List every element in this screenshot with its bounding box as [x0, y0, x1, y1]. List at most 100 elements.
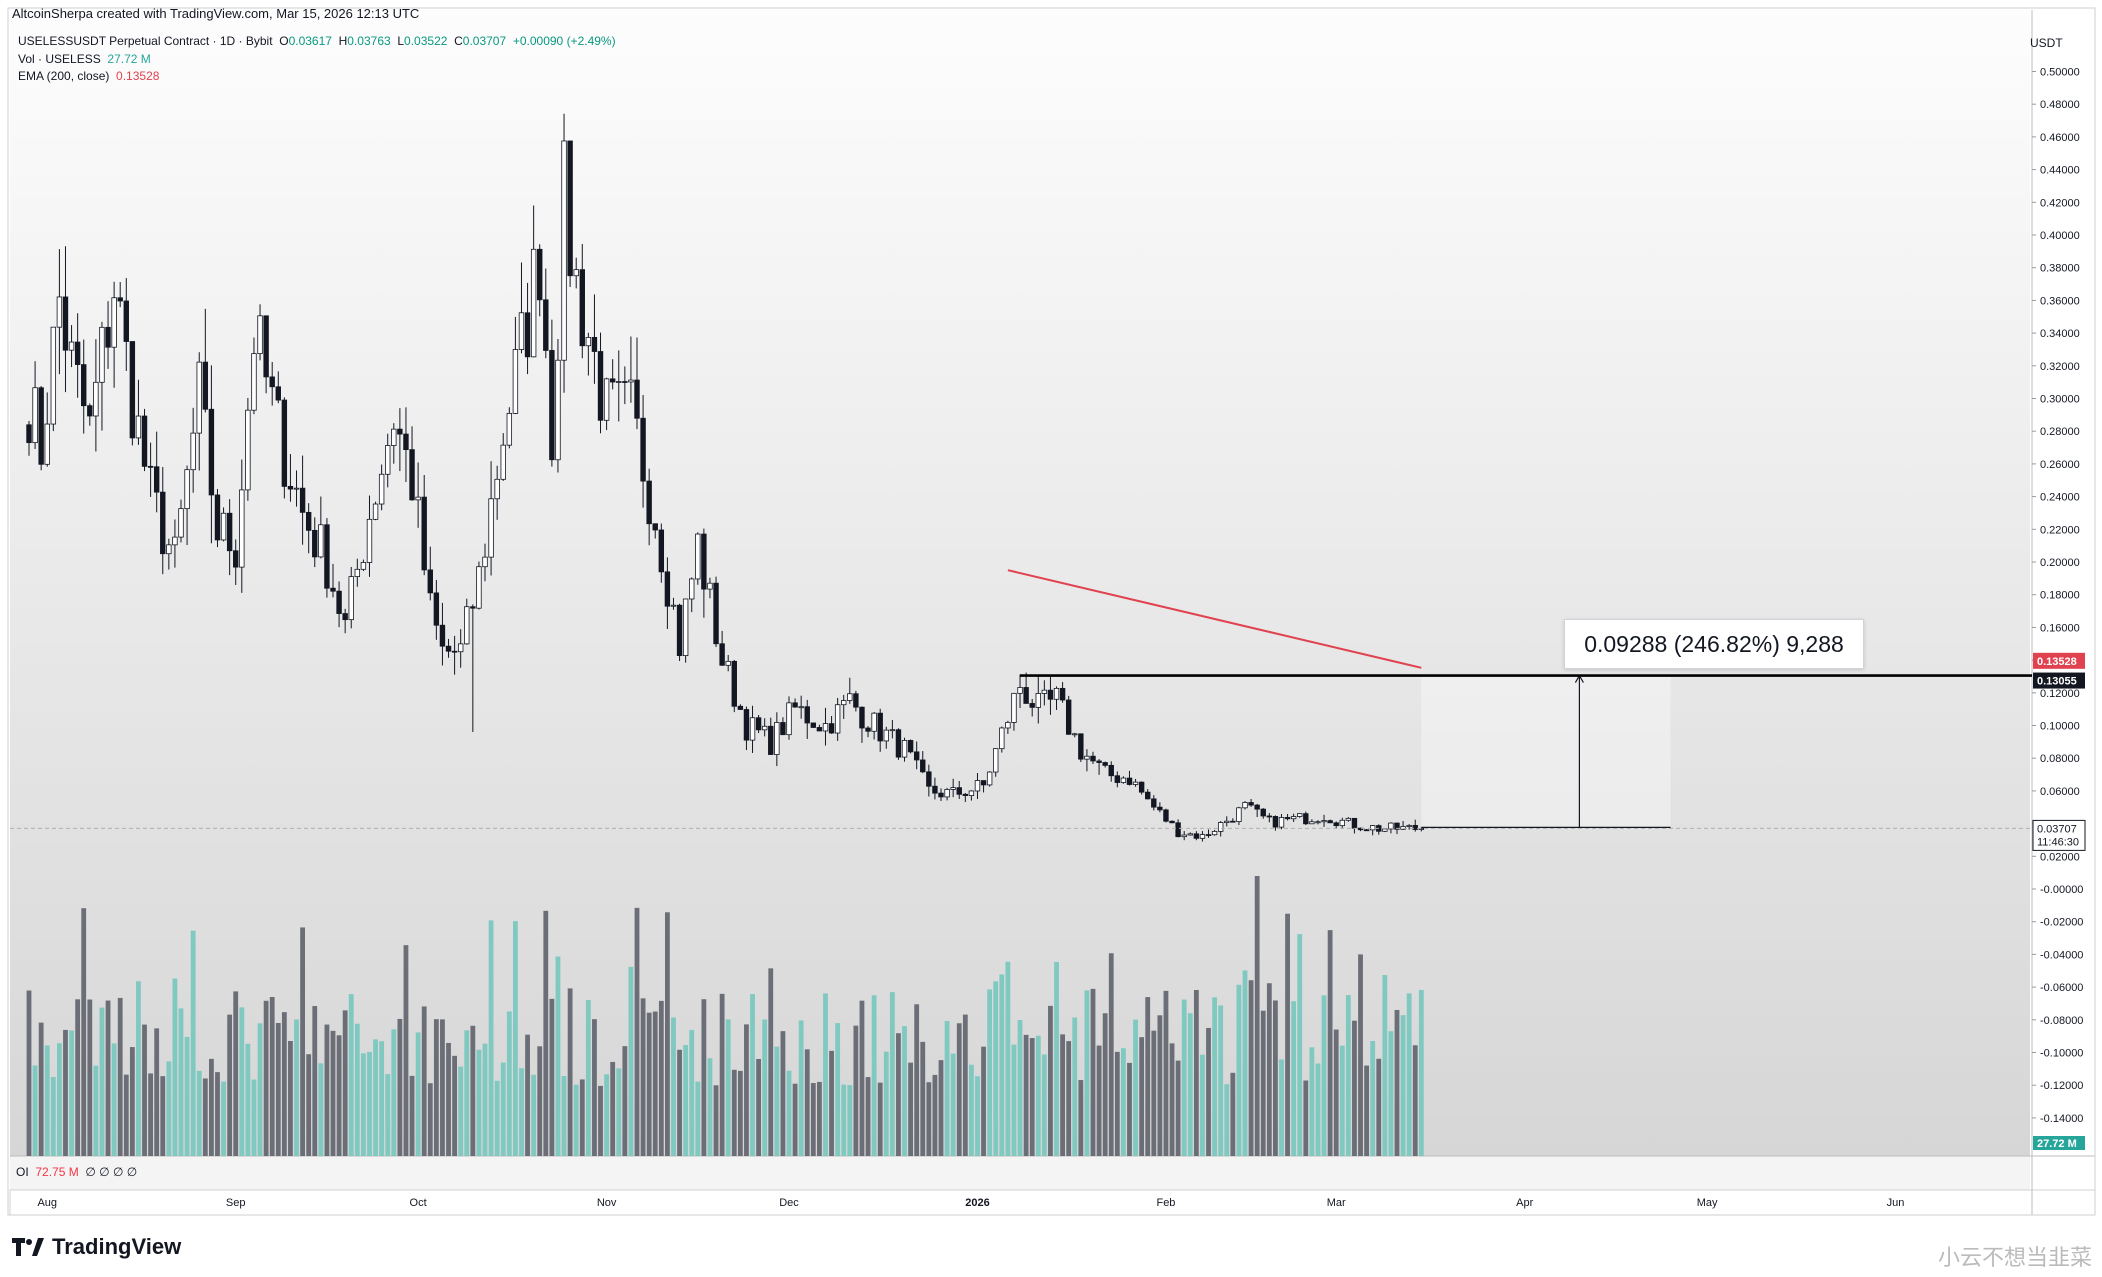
oi-label: OI	[16, 1165, 29, 1179]
volume-bar	[361, 1053, 366, 1156]
candle-body	[707, 582, 713, 590]
tradingview-logo[interactable]: TradingView	[12, 1234, 181, 1260]
volume-bar	[914, 1004, 920, 1156]
candle-body	[1193, 833, 1200, 839]
candle-body	[1084, 755, 1090, 760]
volume-bar	[774, 1046, 780, 1156]
candle-body	[1266, 815, 1273, 818]
ema-200-line	[1007, 569, 1422, 669]
candle-body	[1151, 798, 1157, 808]
ohlc-high: 0.03763	[347, 34, 391, 48]
volume-bar	[926, 1082, 932, 1156]
currency-label[interactable]: USDT	[2030, 36, 2063, 50]
volume-bar	[1054, 961, 1059, 1156]
volume-bar	[1260, 1010, 1266, 1156]
y-tick-label: -0.14000	[2040, 1113, 2083, 1125]
volume-bar	[464, 1030, 470, 1156]
candle-body	[50, 326, 57, 425]
x-tick-label: May	[1697, 1197, 1718, 1209]
candle-body	[798, 706, 804, 709]
volume-bar	[689, 1029, 695, 1156]
candle-body	[476, 566, 482, 609]
candle-body	[397, 428, 403, 435]
volume-bar	[1376, 1058, 1382, 1156]
volume-legend[interactable]: Vol · USELESS 27.72 M	[18, 52, 151, 66]
volume-bar	[756, 1058, 761, 1156]
candle-body	[1145, 791, 1151, 800]
volume-bar	[737, 1070, 743, 1156]
y-tick-label: 0.18000	[2040, 590, 2080, 602]
candle-body	[1108, 764, 1114, 777]
volume-bar	[604, 1074, 609, 1156]
volume-bar	[902, 1026, 907, 1156]
source-watermark: 小云不想当韭菜	[1937, 1245, 2092, 1270]
volume-bar	[1114, 1051, 1120, 1156]
volume-bar	[896, 1033, 901, 1156]
candle-body	[847, 693, 853, 701]
candle-body	[415, 496, 421, 501]
candle-body	[312, 529, 318, 558]
candle-body	[281, 399, 288, 487]
volume-bar	[634, 907, 640, 1156]
candle-body	[318, 524, 324, 558]
candle-body	[1333, 822, 1339, 827]
volume-bar	[713, 1085, 719, 1156]
candle-body	[1011, 692, 1017, 723]
candle-body	[421, 496, 427, 571]
candle-body	[1351, 817, 1358, 829]
volume-bar	[50, 1077, 56, 1156]
y-tick-label: 0.44000	[2040, 165, 2080, 177]
candle-body	[324, 524, 330, 589]
candle-body	[1041, 689, 1048, 694]
candle-body	[287, 485, 294, 490]
volume-legend-value: 27.72 M	[107, 52, 151, 66]
y-tick-label: 0.20000	[2040, 557, 2080, 569]
volume-bar	[1157, 1015, 1163, 1156]
volume-bar	[640, 998, 646, 1156]
volume-bar	[1370, 1041, 1376, 1156]
candle-body	[859, 706, 865, 729]
symbol-legend[interactable]: USELESSUSDT Perpetual Contract · 1D · By…	[18, 34, 616, 48]
candle-body	[117, 297, 123, 302]
ohlc-low: 0.03522	[404, 34, 448, 48]
candle-body	[567, 140, 573, 277]
candle-body	[950, 787, 956, 790]
volume-bar	[652, 1011, 658, 1156]
volume-bar	[63, 1029, 68, 1156]
y-tick-label: 0.36000	[2040, 295, 2080, 307]
volume-bar	[196, 1070, 202, 1156]
candle-body	[1187, 833, 1193, 836]
candle-body	[202, 361, 209, 410]
candle-body	[1309, 821, 1315, 825]
volume-bar	[1066, 1041, 1072, 1156]
ema-legend[interactable]: EMA (200, close) 0.13528	[18, 69, 159, 83]
candle-body	[1035, 693, 1041, 708]
candle-body	[652, 523, 658, 531]
volume-bar	[1285, 913, 1290, 1156]
candle-body	[974, 780, 981, 792]
volume-bar	[677, 1049, 682, 1156]
volume-bar	[932, 1074, 938, 1156]
open-interest-legend[interactable]: OI 72.75 M ∅ ∅ ∅ ∅	[16, 1165, 137, 1179]
volume-bar	[1345, 995, 1351, 1156]
candle-body	[184, 469, 190, 510]
volume-bar	[1297, 934, 1303, 1156]
volume-bar	[1303, 1080, 1309, 1156]
oi-others: ∅ ∅ ∅ ∅	[85, 1165, 138, 1179]
candle-body	[628, 379, 634, 383]
volume-bar	[221, 1081, 226, 1156]
candle-body	[470, 606, 476, 609]
chart-canvas[interactable]: 0.50000 0.48000 0.46000 0.44000 0.42000 0.400…	[0, 0, 2102, 1225]
candle-body	[743, 709, 750, 741]
candle-body	[123, 300, 129, 342]
candle-body	[537, 248, 543, 301]
volume-bar	[342, 1010, 348, 1156]
candle-body	[646, 480, 652, 525]
candle-body	[1224, 820, 1230, 823]
candle-body	[780, 722, 786, 736]
volume-bar	[1309, 1047, 1315, 1156]
volume-bar	[616, 1068, 622, 1156]
candle-body	[1406, 824, 1412, 827]
candle-body	[1230, 820, 1236, 823]
volume-bar	[269, 996, 275, 1156]
